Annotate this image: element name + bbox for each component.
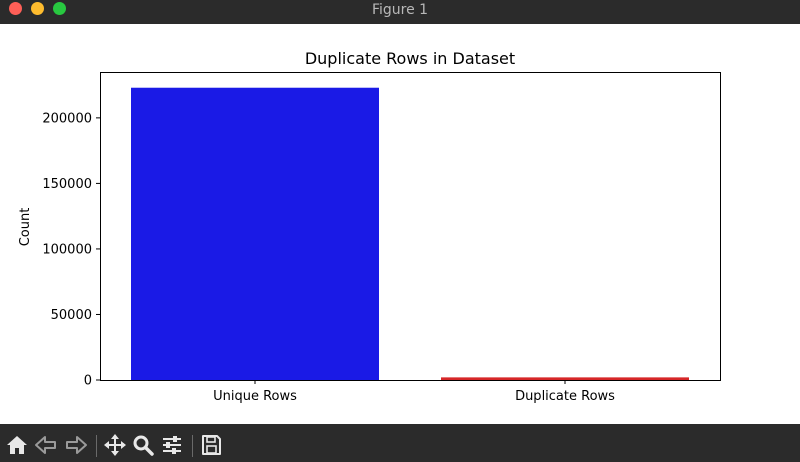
bar-chart: Duplicate Rows in Dataset Count 0 50000 10… (18, 49, 721, 404)
arrow-left-icon (35, 436, 56, 454)
y-tick-label: 50000 (51, 308, 92, 323)
home-button[interactable] (5, 433, 29, 457)
toolbar-separator (96, 435, 97, 457)
sliders-icon (163, 436, 181, 454)
chart-title: Duplicate Rows in Dataset (305, 49, 515, 68)
bar-unique-rows (131, 87, 379, 380)
pan-button[interactable] (103, 433, 127, 457)
y-axis-label: Count (18, 208, 33, 247)
close-window-button[interactable] (9, 2, 22, 15)
save-button[interactable] (199, 433, 223, 457)
move-icon (104, 434, 126, 456)
zoom-button[interactable] (131, 433, 155, 457)
plot-area-frame (100, 72, 721, 381)
arrow-right-icon (66, 436, 87, 454)
configure-subplots-button[interactable] (160, 433, 184, 457)
y-axis-ticks: 0 50000 100000 150000 200000 (42, 111, 100, 389)
x-tick-label: Duplicate Rows (515, 389, 615, 404)
magnifier-icon (133, 435, 154, 456)
figure-canvas: Duplicate Rows in Dataset Count 0 50000 10… (0, 24, 800, 424)
maximize-window-button[interactable] (53, 2, 66, 15)
y-tick-label: 200000 (42, 111, 92, 126)
toolbar-separator (192, 435, 193, 457)
home-icon (7, 436, 27, 454)
minimize-window-button[interactable] (31, 2, 44, 15)
window-titlebar: Figure 1 (0, 0, 800, 24)
x-axis-ticks: Unique Rows Duplicate Rows (213, 380, 615, 404)
y-tick-label: 150000 (42, 177, 92, 192)
floppy-disk-icon (202, 435, 221, 455)
bar-duplicate-rows (441, 377, 689, 380)
bars-group (131, 87, 689, 380)
window-title: Figure 1 (371, 2, 429, 18)
back-button[interactable] (34, 433, 58, 457)
y-tick-label: 100000 (42, 242, 92, 257)
x-tick-label: Unique Rows (213, 389, 297, 404)
y-tick-label: 0 (84, 374, 92, 389)
forward-button[interactable] (64, 433, 88, 457)
navigation-toolbar (0, 424, 800, 462)
